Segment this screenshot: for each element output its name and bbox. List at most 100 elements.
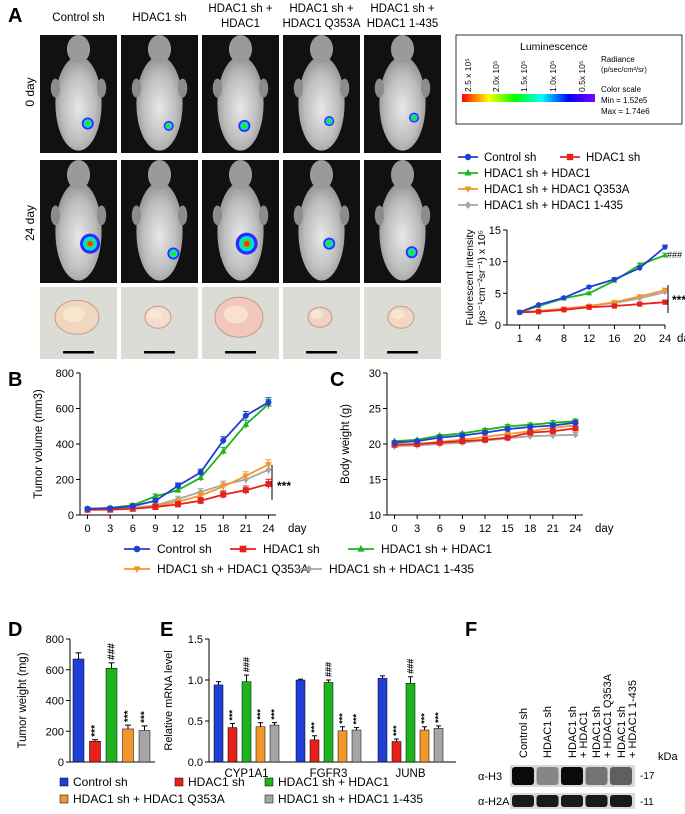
y-tick-label: 800 — [56, 368, 74, 380]
data-point — [197, 493, 204, 500]
series-line — [519, 246, 666, 314]
significance-label: *** — [420, 713, 430, 724]
x-tick-label: 15 — [501, 523, 513, 535]
mouse-paw — [212, 205, 223, 226]
mouse-paw — [258, 205, 269, 226]
mouse-head — [228, 160, 253, 190]
data-point — [572, 419, 579, 426]
data-point — [197, 474, 204, 481]
colorbar-tick-label: 1.5x 10⁵ — [519, 61, 529, 92]
significance-label: *** — [228, 709, 238, 720]
luminescence-colorbar: Luminescence 2.5 x 10⁵ 2.0x 10⁵ 1.5x 10⁵ 1.0… — [455, 34, 683, 125]
legend-label: HDAC1 sh + HDAC1 1-435 — [329, 562, 474, 576]
data-point — [242, 473, 250, 480]
x-axis-label: day — [595, 523, 614, 535]
y-tick-label: 400 — [46, 696, 64, 708]
lane-label: + HDAC1 1-435 — [627, 680, 639, 758]
h2a-band — [561, 795, 583, 807]
y-axis-label: Tumor weight (mg) — [17, 652, 29, 748]
legend-swatch — [59, 777, 69, 787]
legend-label: HDAC1 sh — [263, 542, 320, 556]
data-point — [175, 501, 181, 508]
data-point — [220, 491, 227, 498]
legend-label: HDAC1 sh — [188, 775, 245, 789]
mouse-head — [66, 35, 91, 64]
legend-marker — [464, 201, 472, 209]
data-point — [436, 439, 443, 446]
tumor-highlight — [223, 305, 248, 324]
x-tick-label: 6 — [437, 523, 443, 535]
mouse-head — [390, 35, 415, 64]
panel-letter-b: B — [8, 369, 22, 391]
significance-label: *** — [392, 725, 402, 736]
lane-label: + HDAC1 — [578, 711, 590, 758]
x-axis-label: day — [677, 333, 685, 345]
row-label-0day: 0 day — [23, 77, 37, 106]
data-point — [549, 431, 556, 440]
mouse-head — [309, 35, 334, 64]
mouse-head — [390, 160, 415, 190]
legend-marker — [305, 565, 313, 573]
data-point — [572, 425, 579, 432]
legend-swatch — [59, 794, 69, 804]
column-label: HDAC1 sh + — [370, 3, 435, 15]
mouse-body — [379, 56, 426, 151]
colorbar-title: Luminescence — [520, 41, 588, 53]
luminescence-spot — [243, 240, 250, 247]
y-axis-label: Fulorescent intensity — [464, 229, 476, 326]
y-tick-label: 10 — [489, 257, 501, 269]
x-tick-label: 18 — [524, 523, 536, 535]
data-point — [527, 429, 534, 436]
mouse-body — [55, 182, 102, 281]
data-point — [391, 439, 398, 446]
y-axis-label: Relative mRNA level — [163, 650, 175, 750]
data-point — [265, 480, 272, 487]
data-point — [549, 422, 556, 429]
column-label: Control sh — [52, 12, 104, 24]
x-tick-label: 15 — [194, 523, 206, 535]
mouse-paw — [374, 205, 385, 226]
y-tick-label: 0 — [68, 510, 74, 522]
mouse-body — [217, 182, 264, 281]
data-point — [586, 290, 593, 296]
luminescence-spot — [326, 118, 332, 124]
mouse-paw — [177, 78, 188, 98]
x-tick-label: 24 — [569, 523, 581, 535]
mouse-paw — [374, 78, 385, 98]
column-label: HDAC1 1-435 — [367, 18, 439, 30]
bar — [419, 729, 430, 763]
h3-band — [610, 767, 632, 785]
y-tick-label: 600 — [46, 665, 64, 677]
luminescence-spot — [170, 250, 177, 257]
data-point — [152, 492, 159, 499]
significance-label: ### — [242, 657, 252, 672]
data-point — [175, 482, 181, 489]
data-point — [536, 309, 542, 315]
lane-label: HDAC1 sh — [616, 706, 628, 758]
scale-bar — [63, 351, 94, 354]
marker-11: -11 — [640, 797, 654, 808]
bar — [122, 728, 134, 763]
lane-label: HDAC1 sh — [591, 706, 603, 758]
legend-marker — [133, 566, 141, 573]
x-tick-label: 21 — [547, 523, 559, 535]
data-point — [129, 503, 136, 510]
bar — [377, 678, 388, 763]
data-point — [561, 307, 567, 313]
y-tick-label: 200 — [46, 726, 64, 738]
x-tick-label: 6 — [130, 523, 136, 535]
bar — [295, 679, 306, 763]
x-tick-label: 3 — [107, 523, 113, 535]
h3-band — [585, 767, 608, 785]
mouse-paw — [258, 78, 269, 98]
x-tick-label: 21 — [240, 523, 252, 535]
scale-bar — [306, 351, 337, 354]
annotation-stars: *** — [672, 293, 685, 307]
x-tick-label: 9 — [459, 523, 465, 535]
panel-letter-d: D — [8, 619, 22, 641]
data-point — [174, 486, 182, 493]
scale-bar — [225, 351, 256, 354]
scale-bar — [144, 351, 175, 354]
legend-marker — [357, 545, 365, 552]
data-point — [482, 429, 488, 436]
